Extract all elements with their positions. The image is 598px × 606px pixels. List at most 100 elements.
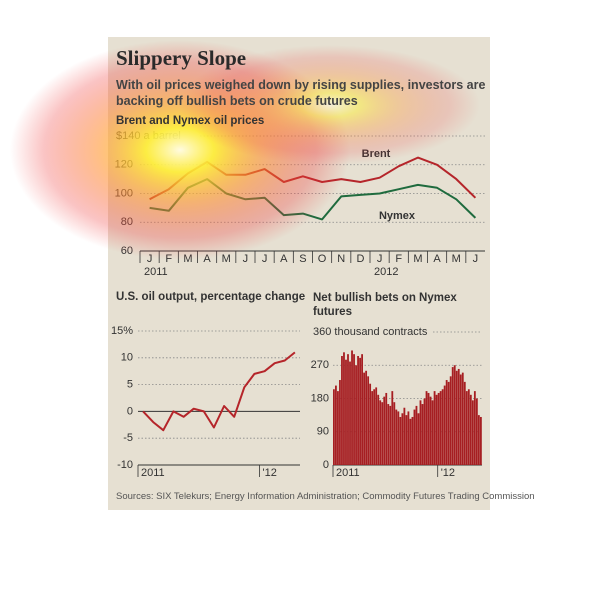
chart-title: Net bullish bets on Nymex futures	[313, 292, 457, 318]
bar	[471, 400, 474, 465]
x-tick-label: S	[299, 253, 306, 265]
x-tick-label: A	[203, 253, 211, 265]
bar	[421, 404, 424, 465]
y-tick-label: 5	[127, 379, 133, 391]
bar	[477, 415, 480, 465]
y-tick-label: 270	[311, 359, 329, 371]
bar	[333, 389, 335, 465]
bar	[429, 396, 432, 465]
bar	[425, 391, 428, 465]
bar	[453, 365, 456, 465]
x-group-label: 2012	[374, 266, 398, 278]
bar	[353, 354, 355, 465]
bar	[439, 391, 442, 465]
bar	[441, 389, 444, 465]
bar	[377, 394, 380, 465]
bar	[393, 402, 396, 465]
bar	[387, 404, 390, 465]
bar	[455, 370, 458, 465]
x-tick-label: D	[356, 253, 364, 265]
bar	[465, 391, 468, 465]
bar	[379, 400, 382, 465]
bar	[391, 391, 394, 465]
x-tick-label: A	[433, 253, 441, 265]
x-tick-label: J	[262, 253, 268, 265]
source: Sources: SIX Telekurs; Energy Informatio…	[116, 491, 535, 502]
bar	[373, 389, 376, 465]
x-tick-label: '12	[441, 467, 455, 479]
title: Slippery Slope	[116, 46, 247, 70]
y-tick-label: -10	[117, 459, 133, 471]
y-tick-label: 0	[127, 405, 133, 417]
bar	[435, 394, 438, 465]
bar	[449, 376, 452, 465]
x-tick-label: J	[147, 253, 153, 265]
bar	[427, 392, 430, 465]
axis-label: Brent and Nymex oil prices	[116, 115, 265, 127]
bar	[475, 398, 478, 465]
x-tick-label: M	[222, 253, 231, 265]
y-tick-label: 360 thousand contracts	[313, 326, 428, 338]
bar	[383, 396, 386, 465]
bar	[355, 365, 357, 465]
bar	[467, 389, 470, 465]
heatmap-overlay	[180, 45, 480, 165]
bar	[407, 411, 410, 465]
bar	[365, 370, 368, 465]
x-tick-label: F	[395, 253, 402, 265]
y-tick-label: 10	[121, 352, 133, 364]
bar	[463, 381, 466, 465]
y-tick-label: 0	[323, 459, 329, 471]
bar	[345, 359, 347, 465]
bar	[351, 350, 353, 465]
line-series	[142, 351, 296, 432]
bar	[371, 391, 374, 465]
x-tick-label: A	[280, 253, 288, 265]
bar	[419, 400, 422, 465]
bar	[375, 387, 378, 465]
bar	[339, 380, 341, 465]
y-tick-label: 180	[311, 392, 329, 404]
bar	[461, 372, 464, 465]
bar	[399, 416, 402, 465]
y-tick-label: -5	[123, 432, 133, 444]
x-tick-label: '12	[263, 467, 277, 479]
bar	[473, 391, 476, 465]
bar	[437, 392, 440, 465]
x-tick-label: O	[318, 253, 327, 265]
bar	[423, 398, 426, 465]
bar	[411, 416, 414, 465]
bar	[385, 392, 388, 465]
bar	[401, 413, 404, 465]
subtitle: With oil prices weighed down by rising s…	[116, 78, 486, 108]
bar	[335, 385, 337, 465]
bar	[415, 405, 418, 465]
chart-title: U.S. oil output, percentage change	[116, 291, 306, 303]
series-label: Nymex	[379, 210, 416, 222]
bar	[349, 361, 351, 465]
bar	[447, 381, 450, 465]
x-tick-label: N	[337, 253, 345, 265]
bar	[359, 357, 361, 465]
bar	[409, 418, 412, 465]
bar	[451, 367, 454, 465]
bar	[457, 368, 460, 465]
bar	[417, 413, 420, 465]
bar	[443, 385, 446, 465]
bar	[433, 391, 436, 465]
bar	[381, 402, 384, 465]
x-tick-label: M	[452, 253, 461, 265]
y-tick-label: 90	[317, 426, 329, 438]
bar	[405, 415, 408, 465]
x-tick-label: 2011	[336, 467, 360, 479]
bar	[347, 354, 349, 465]
x-tick-label: J	[473, 253, 479, 265]
bar	[445, 380, 448, 465]
bar	[363, 372, 366, 465]
x-tick-label: 2011	[141, 467, 165, 479]
bar	[479, 416, 482, 465]
bar	[367, 376, 370, 465]
bar	[397, 411, 400, 465]
bar	[343, 352, 345, 465]
